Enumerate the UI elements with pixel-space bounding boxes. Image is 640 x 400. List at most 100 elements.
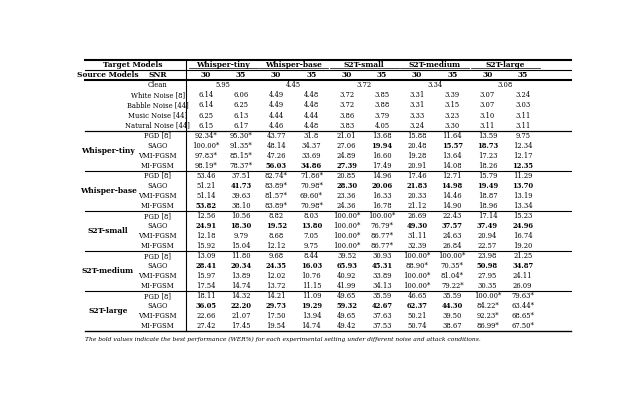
Text: 56.03: 56.03 xyxy=(266,162,287,170)
Text: 22.57: 22.57 xyxy=(478,242,497,250)
Text: S2T-small: S2T-small xyxy=(88,227,129,235)
Text: 100.00*: 100.00* xyxy=(333,242,360,250)
Text: 81.04*: 81.04* xyxy=(441,272,464,280)
Text: PGD [8]: PGD [8] xyxy=(144,292,171,300)
Text: 22.20: 22.20 xyxy=(230,302,252,310)
Text: 39.52: 39.52 xyxy=(337,252,356,260)
Text: 14.46: 14.46 xyxy=(442,192,462,200)
Text: 84.22*: 84.22* xyxy=(476,302,499,310)
Text: 15.88: 15.88 xyxy=(407,132,427,140)
Text: 3.79: 3.79 xyxy=(374,112,389,120)
Text: 28.30: 28.30 xyxy=(336,182,357,190)
Text: 17.49: 17.49 xyxy=(372,162,392,170)
Text: 33.89: 33.89 xyxy=(372,272,392,280)
Text: Whisper-base: Whisper-base xyxy=(266,61,322,69)
Text: 3.11: 3.11 xyxy=(515,122,531,130)
Text: 16.03: 16.03 xyxy=(301,262,322,270)
Text: Whisper-base: Whisper-base xyxy=(79,187,136,195)
Text: 82.74*: 82.74* xyxy=(265,172,287,180)
Text: 13.34: 13.34 xyxy=(513,202,532,210)
Text: 81.57*: 81.57* xyxy=(265,192,287,200)
Text: 45.31: 45.31 xyxy=(371,262,392,270)
Text: MI-FGSM: MI-FGSM xyxy=(141,282,175,290)
Text: 38.10: 38.10 xyxy=(231,202,251,210)
Text: 3.72: 3.72 xyxy=(356,82,372,90)
Text: 21.12: 21.12 xyxy=(407,202,427,210)
Text: 34.13: 34.13 xyxy=(372,282,392,290)
Text: 26.09: 26.09 xyxy=(513,282,532,290)
Text: 3.23: 3.23 xyxy=(445,112,460,120)
Text: PGD [8]: PGD [8] xyxy=(144,172,171,180)
Text: 30: 30 xyxy=(341,71,352,79)
Text: 5.95: 5.95 xyxy=(216,82,231,90)
Text: 12.35: 12.35 xyxy=(512,162,533,170)
Text: 13.64: 13.64 xyxy=(442,152,462,160)
Text: 31.11: 31.11 xyxy=(407,232,427,240)
Text: S2T-large: S2T-large xyxy=(88,307,128,315)
Text: 100.00*: 100.00* xyxy=(333,212,360,220)
Text: 12.18: 12.18 xyxy=(196,232,216,240)
Text: 15.79: 15.79 xyxy=(478,172,497,180)
Text: 19.94: 19.94 xyxy=(371,142,392,150)
Text: 13.80: 13.80 xyxy=(301,222,322,230)
Text: 83.89*: 83.89* xyxy=(265,202,287,210)
Text: 44.30: 44.30 xyxy=(442,302,463,310)
Text: 85.15*: 85.15* xyxy=(230,152,252,160)
Text: 24.91: 24.91 xyxy=(195,222,216,230)
Text: 11.80: 11.80 xyxy=(231,252,251,260)
Text: 95.30*: 95.30* xyxy=(230,132,252,140)
Text: 4.49: 4.49 xyxy=(269,102,284,110)
Text: 92.34*: 92.34* xyxy=(195,132,217,140)
Text: 47.26: 47.26 xyxy=(266,152,286,160)
Text: MI-FGSM: MI-FGSM xyxy=(141,322,175,330)
Text: 24.96: 24.96 xyxy=(512,222,533,230)
Text: 3.85: 3.85 xyxy=(374,92,389,100)
Text: 15.04: 15.04 xyxy=(231,242,251,250)
Text: VMI-FGSM: VMI-FGSM xyxy=(138,152,177,160)
Text: 14.98: 14.98 xyxy=(442,182,463,190)
Text: 50.21: 50.21 xyxy=(407,312,427,320)
Text: 4.48: 4.48 xyxy=(304,92,319,100)
Text: 19.28: 19.28 xyxy=(407,152,427,160)
Text: 3.03: 3.03 xyxy=(515,102,531,110)
Text: 16.74: 16.74 xyxy=(513,232,532,240)
Text: 21.01: 21.01 xyxy=(337,132,356,140)
Text: 34.86: 34.86 xyxy=(301,162,322,170)
Text: 35.59: 35.59 xyxy=(372,292,392,300)
Text: 41.99: 41.99 xyxy=(337,282,356,290)
Text: 3.83: 3.83 xyxy=(339,122,354,130)
Text: 35: 35 xyxy=(518,71,528,79)
Text: 100.00*: 100.00* xyxy=(333,232,360,240)
Text: 3.07: 3.07 xyxy=(480,92,495,100)
Text: 37.49: 37.49 xyxy=(477,222,498,230)
Text: 3.31: 3.31 xyxy=(410,92,425,100)
Text: 79.22*: 79.22* xyxy=(441,282,463,290)
Text: 13.94: 13.94 xyxy=(301,312,321,320)
Text: 91.35*: 91.35* xyxy=(230,142,252,150)
Text: 46.65: 46.65 xyxy=(407,292,427,300)
Text: 53.82: 53.82 xyxy=(195,202,216,210)
Text: 35.59: 35.59 xyxy=(443,292,462,300)
Text: 36.05: 36.05 xyxy=(195,302,216,310)
Text: 39.50: 39.50 xyxy=(443,312,462,320)
Text: 31.8: 31.8 xyxy=(304,132,319,140)
Text: 17.23: 17.23 xyxy=(477,152,497,160)
Text: 9.75: 9.75 xyxy=(515,132,530,140)
Text: 100.00*: 100.00* xyxy=(333,222,360,230)
Text: 100.00*: 100.00* xyxy=(192,142,220,150)
Text: 92.23*: 92.23* xyxy=(476,312,499,320)
Text: 22.43: 22.43 xyxy=(443,212,462,220)
Text: 3.72: 3.72 xyxy=(339,92,354,100)
Text: 4.45: 4.45 xyxy=(286,82,301,90)
Text: 13.72: 13.72 xyxy=(266,282,286,290)
Text: 30: 30 xyxy=(200,71,211,79)
Text: 3.88: 3.88 xyxy=(374,102,390,110)
Text: 8.44: 8.44 xyxy=(304,252,319,260)
Text: 24.89: 24.89 xyxy=(337,152,356,160)
Text: 100.00*: 100.00* xyxy=(438,252,466,260)
Text: 15.97: 15.97 xyxy=(196,272,216,280)
Text: 79.63*: 79.63* xyxy=(511,292,534,300)
Text: 38.67: 38.67 xyxy=(442,322,462,330)
Text: 24.63: 24.63 xyxy=(442,232,462,240)
Text: 8.68: 8.68 xyxy=(269,232,284,240)
